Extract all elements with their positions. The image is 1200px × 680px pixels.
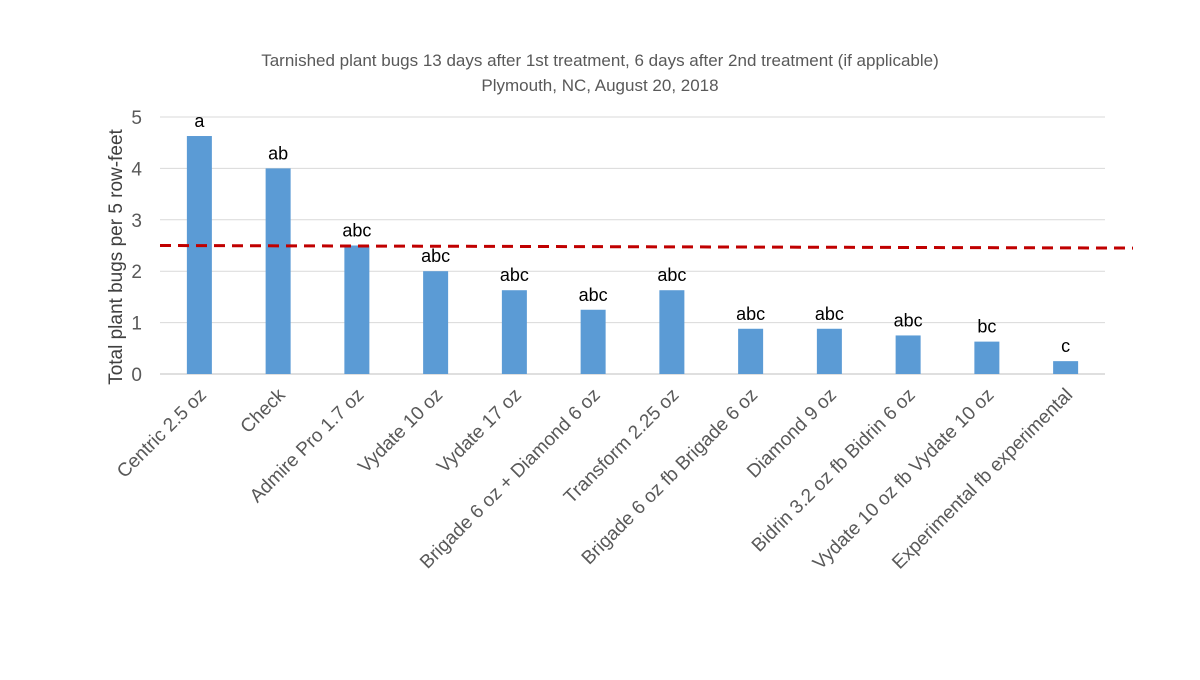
y-axis-title: Total plant bugs per 5 row-feet [106, 128, 127, 384]
bar-data-label: a [194, 111, 205, 131]
bar-data-label: abc [736, 304, 765, 324]
category-label: Check [237, 384, 290, 437]
threshold-dashed-line [159, 244, 1134, 250]
bars [186, 136, 1079, 374]
bar [344, 245, 370, 374]
gridlines [160, 116, 1105, 375]
y-tick-label: 5 [131, 108, 142, 129]
bar [816, 328, 842, 374]
bar-data-label: abc [579, 285, 608, 305]
bar-data-label: c [1061, 336, 1070, 356]
y-tick-label: 3 [131, 211, 142, 232]
bar [186, 136, 212, 374]
y-tick-label: 0 [131, 365, 142, 386]
y-tick-label: 2 [131, 262, 142, 283]
bar [580, 309, 606, 374]
chart-title: Tarnished plant bugs 13 days after 1st t… [261, 51, 939, 70]
category-label: Bidrin 3.2 oz fb Bidrin 6 oz [748, 385, 920, 557]
category-label: Centric 2.5 oz [113, 385, 211, 483]
bar-data-label: bc [977, 317, 996, 337]
bar-data-label: abc [894, 310, 923, 330]
bar [659, 290, 685, 374]
bar-data-label: ab [268, 143, 288, 163]
bar [738, 328, 764, 374]
bar [423, 271, 449, 374]
bar [265, 168, 291, 374]
bar-data-label: abc [342, 221, 371, 241]
y-tick-label: 1 [131, 314, 142, 335]
y-tick-label: 4 [131, 159, 142, 180]
bar-data-label: abc [815, 304, 844, 324]
y-axis-tick-labels: 0 1 2 3 4 5 [131, 108, 142, 386]
bar [1053, 361, 1079, 374]
chart-subtitle: Plymouth, NC, August 20, 2018 [481, 76, 718, 95]
bar [974, 341, 1000, 374]
bar-data-labels: a ab abc abc abc abc abc abc abc abc bc c [194, 111, 1070, 356]
bar-data-label: abc [657, 265, 686, 285]
bar [501, 290, 527, 374]
bar-data-label: abc [500, 265, 529, 285]
bar [895, 335, 921, 374]
bar-data-label: abc [421, 246, 450, 266]
